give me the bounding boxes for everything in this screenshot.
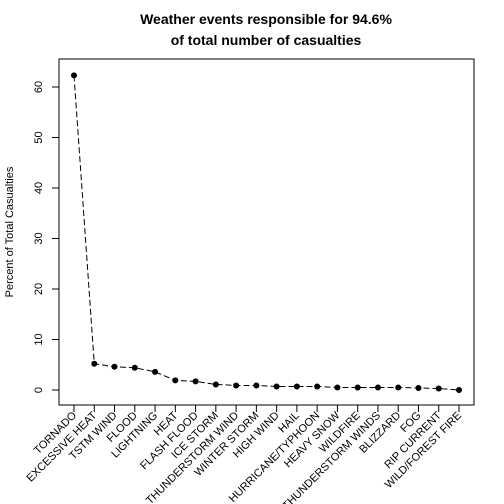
- y-tick-label: 30: [33, 232, 45, 244]
- y-tick-label: 10: [33, 333, 45, 345]
- data-series: [71, 72, 462, 393]
- chart-title-line-1: Weather events responsible for 94.6%: [140, 11, 392, 27]
- y-axis-label: Percent of Total Casualties: [4, 166, 16, 297]
- data-point: [192, 378, 199, 385]
- y-tick-label: 0: [33, 387, 45, 393]
- data-point: [314, 383, 321, 390]
- data-point: [334, 384, 341, 391]
- y-axis: 0 10 20 30 40 50 60: [33, 81, 60, 393]
- data-point: [91, 360, 98, 367]
- data-point: [233, 382, 240, 389]
- data-point: [172, 377, 179, 384]
- data-point: [253, 382, 260, 389]
- y-tick-label: 20: [33, 283, 45, 295]
- data-point: [415, 384, 422, 391]
- plot-frame: [58, 58, 475, 406]
- data-point: [273, 383, 280, 390]
- data-point: [152, 368, 159, 375]
- data-point: [212, 381, 219, 388]
- data-point: [354, 384, 361, 391]
- y-tick-label: 50: [33, 131, 45, 143]
- data-point: [435, 385, 442, 392]
- y-tick-label: 60: [33, 81, 45, 93]
- data-point: [395, 384, 402, 391]
- y-tick-label: 40: [33, 182, 45, 194]
- series-line: [73, 75, 460, 391]
- data-point: [374, 384, 381, 391]
- chart-title-line-2: of total number of casualties: [171, 32, 362, 48]
- data-point: [131, 364, 138, 371]
- data-point: [456, 387, 462, 393]
- data-point: [111, 363, 118, 370]
- data-point: [293, 383, 300, 390]
- data-point: [71, 72, 77, 79]
